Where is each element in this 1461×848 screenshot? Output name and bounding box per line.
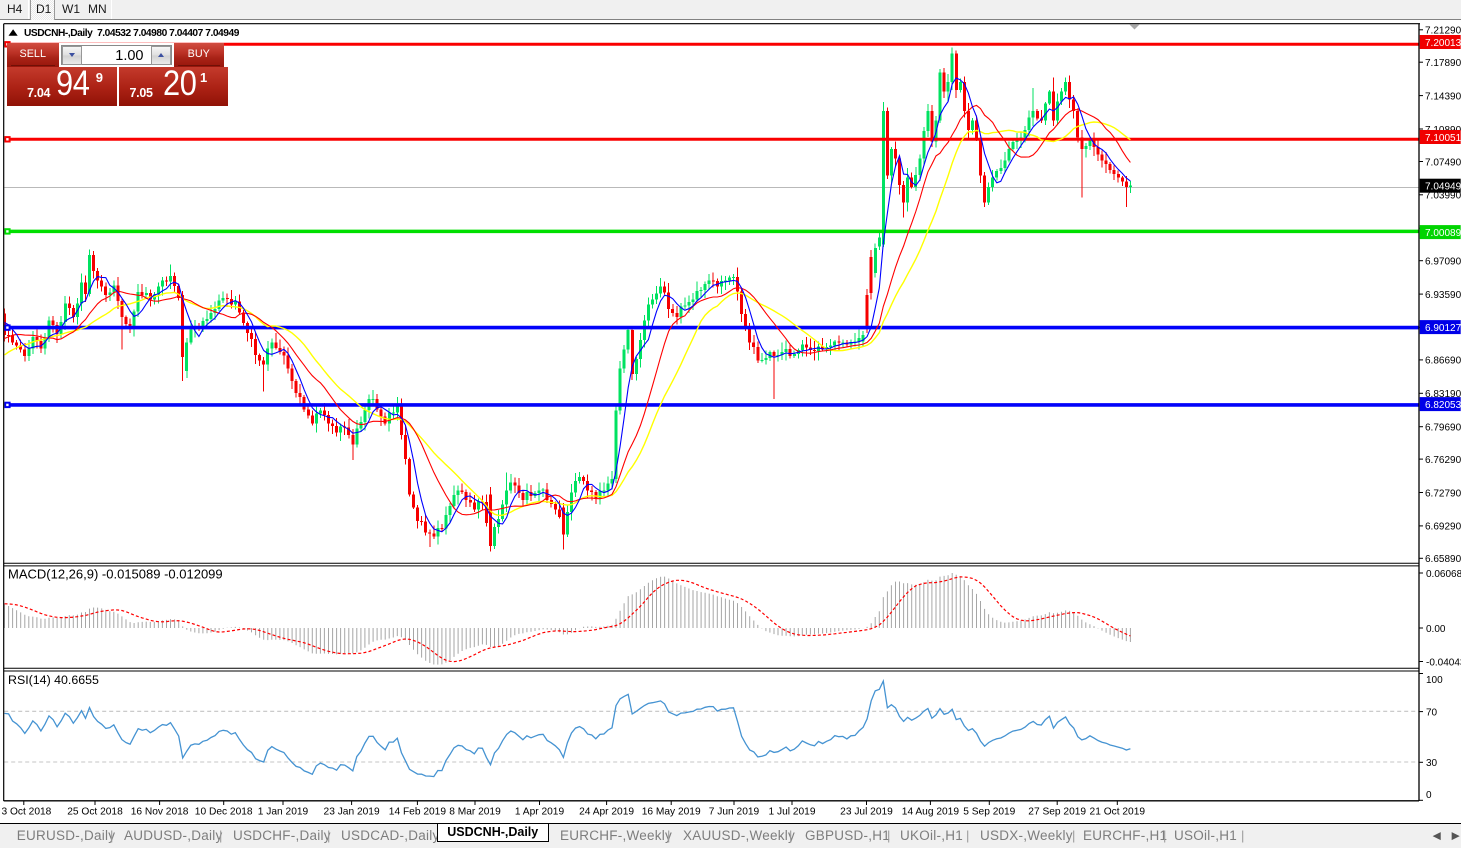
svg-text:7.10051: 7.10051 [1425, 133, 1461, 144]
svg-text:1 Jan 2019: 1 Jan 2019 [258, 807, 309, 818]
svg-text:3 Oct 2018: 3 Oct 2018 [2, 807, 52, 818]
svg-text:27 Sep 2019: 27 Sep 2019 [1028, 807, 1086, 818]
svg-text:1 Jul 2019: 1 Jul 2019 [768, 807, 815, 818]
svg-text:6.79690: 6.79690 [1425, 423, 1461, 434]
svg-text:USDCNH-,Daily 7.04532 7.04980: USDCNH-,Daily 7.04532 7.04980 7.04407 7.… [24, 28, 240, 39]
svg-text:23 Jan 2019: 23 Jan 2019 [324, 807, 380, 818]
svg-text:5 Sep 2019: 5 Sep 2019 [963, 807, 1015, 818]
svg-text:100: 100 [1426, 675, 1443, 686]
svg-text:7.07490: 7.07490 [1425, 157, 1461, 168]
svg-text:24 Apr 2019: 24 Apr 2019 [579, 807, 634, 818]
svg-text:6.82053: 6.82053 [1425, 400, 1461, 411]
svg-text:10 Dec 2018: 10 Dec 2018 [195, 807, 253, 818]
svg-text:16 May 2019: 16 May 2019 [642, 807, 701, 818]
svg-text:30: 30 [1426, 758, 1438, 769]
svg-text:6.86690: 6.86690 [1425, 356, 1461, 367]
svg-text:6.76290: 6.76290 [1425, 455, 1461, 466]
svg-text:25 Oct 2018: 25 Oct 2018 [67, 807, 123, 818]
svg-text:6.97090: 6.97090 [1425, 257, 1461, 268]
svg-text:0: 0 [1426, 790, 1432, 801]
svg-text:-0.040432: -0.040432 [1426, 658, 1461, 669]
svg-text:6.83190: 6.83190 [1425, 389, 1461, 400]
svg-text:7.14390: 7.14390 [1425, 91, 1461, 102]
svg-text:7.04949: 7.04949 [1425, 182, 1461, 193]
svg-text:7 Jun 2019: 7 Jun 2019 [709, 807, 760, 818]
svg-text:21 Oct 2019: 21 Oct 2019 [1090, 807, 1146, 818]
svg-text:23 Jul 2019: 23 Jul 2019 [840, 807, 893, 818]
svg-text:1 Apr 2019: 1 Apr 2019 [515, 807, 565, 818]
svg-text:0.060687: 0.060687 [1426, 569, 1461, 580]
svg-text:70: 70 [1426, 707, 1438, 718]
svg-text:14 Feb 2019: 14 Feb 2019 [389, 807, 447, 818]
svg-text:7.03990: 7.03990 [1425, 191, 1461, 202]
svg-text:16 Nov 2018: 16 Nov 2018 [131, 807, 189, 818]
svg-text:6.69290: 6.69290 [1425, 522, 1461, 533]
svg-text:7.17890: 7.17890 [1425, 58, 1461, 69]
svg-text:7.00089: 7.00089 [1425, 228, 1461, 239]
svg-text:6.90127: 6.90127 [1425, 323, 1461, 334]
svg-text:RSI(14) 40.6655: RSI(14) 40.6655 [8, 673, 99, 687]
svg-text:6.65890: 6.65890 [1425, 554, 1461, 565]
svg-text:0.00: 0.00 [1426, 624, 1446, 635]
svg-text:7.20013: 7.20013 [1425, 38, 1461, 49]
svg-text:6.93590: 6.93590 [1425, 290, 1461, 301]
svg-text:6.72790: 6.72790 [1425, 488, 1461, 499]
svg-text:14 Aug 2019: 14 Aug 2019 [902, 807, 960, 818]
svg-text:8 Mar 2019: 8 Mar 2019 [449, 807, 501, 818]
svg-text:7.21290: 7.21290 [1425, 26, 1461, 37]
svg-text:MACD(12,26,9) -0.015089 -0.012: MACD(12,26,9) -0.015089 -0.012099 [8, 567, 223, 582]
